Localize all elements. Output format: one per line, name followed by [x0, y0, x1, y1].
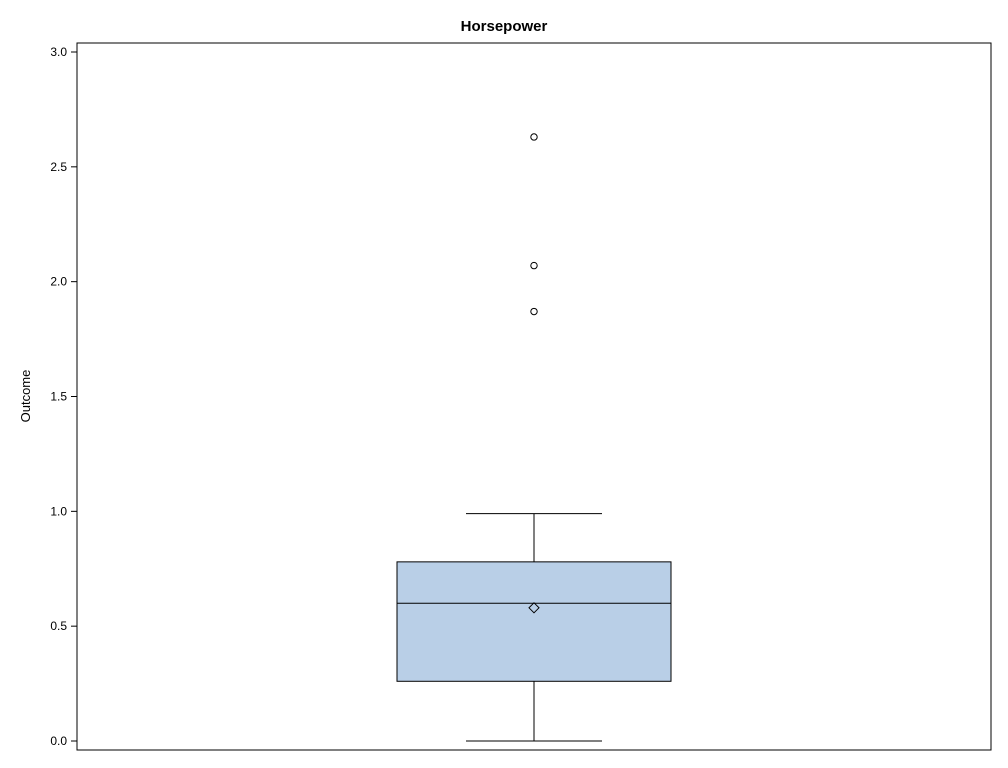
y-tick-label: 1.5	[50, 390, 67, 404]
y-tick-label: 0.0	[50, 734, 67, 748]
y-tick-label: 0.5	[50, 619, 67, 633]
y-tick-label: 2.0	[50, 275, 67, 289]
y-tick-label: 1.0	[50, 504, 67, 518]
y-axis-label: Outcome	[18, 370, 33, 423]
y-tick-label: 2.5	[50, 160, 67, 174]
chart-title: Horsepower	[461, 18, 548, 35]
mean-marker	[528, 602, 540, 614]
boxplot	[396, 133, 672, 742]
y-axis-ticks: 0.0 0.5 1.0 1.5 2.0 2.5 3.0	[50, 45, 77, 748]
outlier-point	[530, 307, 538, 316]
outlier-point	[530, 133, 538, 141]
y-tick-label: 3.0	[50, 45, 67, 59]
interquartile-box	[396, 561, 672, 682]
outlier-point	[530, 261, 538, 270]
